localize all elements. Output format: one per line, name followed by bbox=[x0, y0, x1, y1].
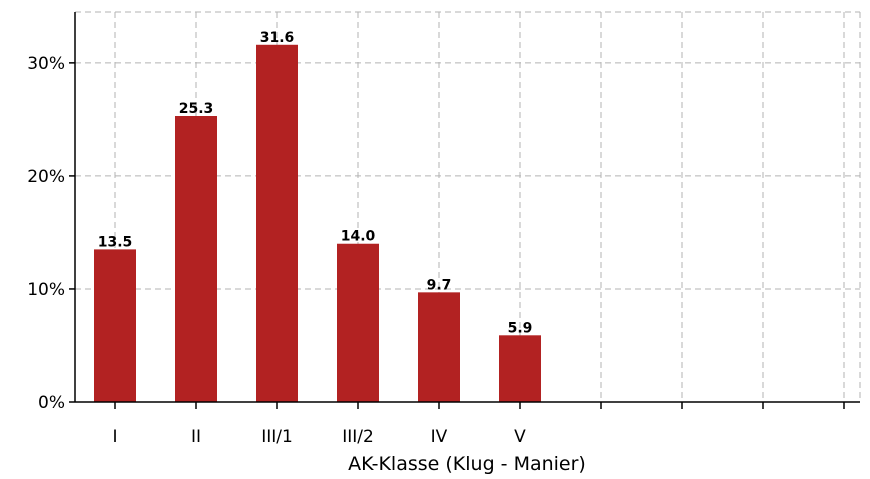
y-tick-label: 30% bbox=[27, 54, 65, 74]
axes bbox=[74, 12, 860, 403]
y-tick-label: 20% bbox=[27, 167, 65, 187]
x-tick-label: III/1 bbox=[261, 427, 293, 447]
bar bbox=[175, 116, 217, 402]
bar-value-label: 5.9 bbox=[508, 320, 533, 336]
x-tick-label: V bbox=[514, 427, 526, 447]
bars bbox=[94, 44, 541, 403]
bar bbox=[337, 243, 379, 402]
y-tick-label: 10% bbox=[27, 280, 65, 300]
x-tick-label: II bbox=[191, 427, 201, 447]
bar-value-label: 9.7 bbox=[427, 277, 452, 293]
bar-value-label: 14.0 bbox=[341, 229, 376, 245]
labels: 0% 10% 20% 30% I 13.5 II 25.3 III/1 31.6 III/2 14.0… bbox=[27, 30, 532, 447]
x-tick-label: I bbox=[112, 427, 117, 447]
bar bbox=[94, 249, 136, 402]
ticks bbox=[69, 62, 845, 409]
bar-value-label: 25.3 bbox=[179, 101, 214, 117]
y-tick-label: 0% bbox=[38, 393, 65, 413]
x-tick-label: IV bbox=[431, 427, 448, 447]
bar-value-label: 31.6 bbox=[260, 30, 295, 46]
x-axis-label: AK-Klasse (Klug - Manier) bbox=[348, 453, 586, 475]
bar bbox=[418, 292, 460, 402]
bar bbox=[499, 335, 541, 402]
bar bbox=[256, 44, 298, 403]
x-tick-label: III/2 bbox=[342, 427, 374, 447]
bar-value-label: 13.5 bbox=[98, 234, 133, 250]
